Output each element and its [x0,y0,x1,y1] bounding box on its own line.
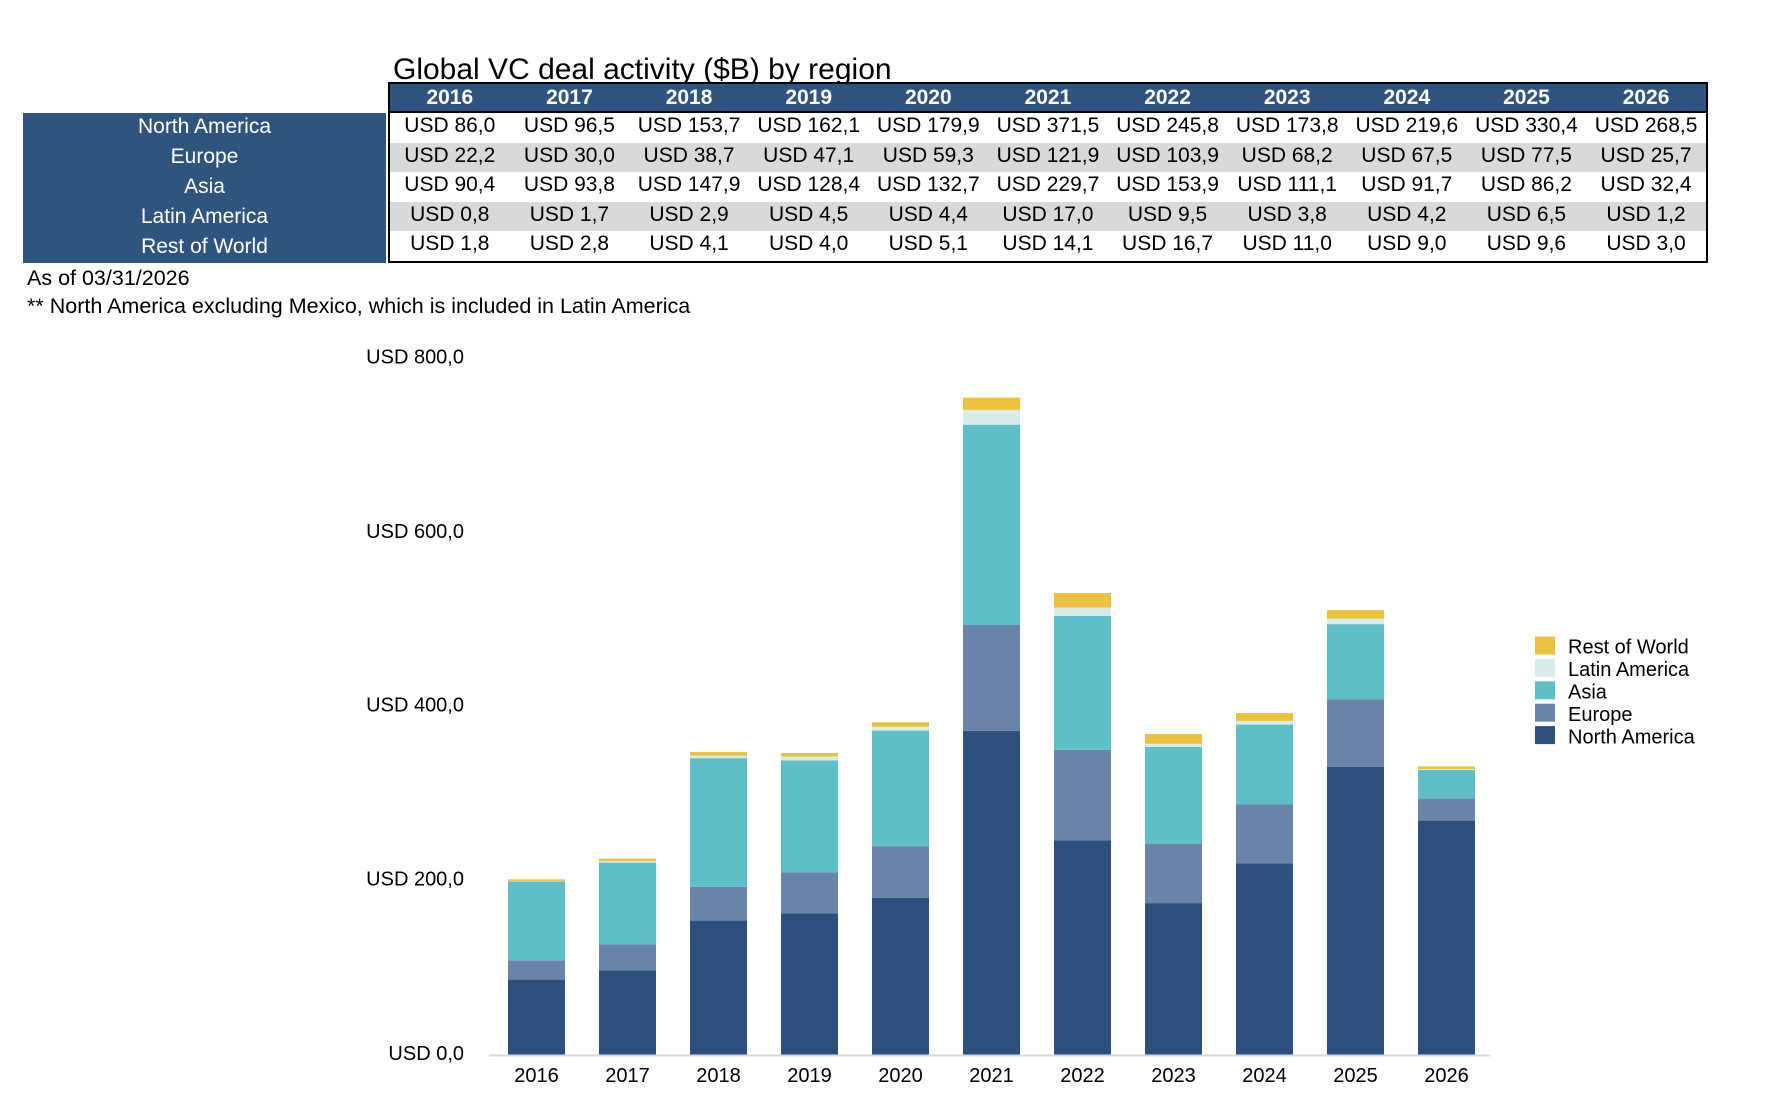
svg-text:USD 800,0: USD 800,0 [366,347,464,369]
svg-text:USD 400,0: USD 400,0 [366,695,464,717]
svg-text:2025: 2025 [1333,1065,1378,1087]
svg-text:2021: 2021 [969,1065,1014,1087]
svg-text:2023: 2023 [1151,1065,1196,1087]
svg-text:2019: 2019 [787,1065,832,1087]
svg-text:Latin America: Latin America [1568,659,1690,681]
svg-text:Asia: Asia [1568,682,1608,704]
svg-text:2020: 2020 [878,1065,923,1087]
svg-text:2022: 2022 [1060,1065,1105,1087]
svg-text:Rest of World: Rest of World [1568,637,1689,659]
svg-text:2018: 2018 [696,1065,741,1087]
svg-text:USD 200,0: USD 200,0 [366,869,464,891]
svg-text:USD 600,0: USD 600,0 [366,521,464,543]
svg-text:North America: North America [1568,726,1696,748]
svg-text:Europe: Europe [1568,704,1633,726]
svg-text:2026: 2026 [1424,1065,1469,1087]
svg-text:2016: 2016 [514,1065,559,1087]
svg-text:USD 0,0: USD 0,0 [388,1043,464,1065]
svg-text:2017: 2017 [605,1065,650,1087]
svg-text:2024: 2024 [1242,1065,1287,1087]
